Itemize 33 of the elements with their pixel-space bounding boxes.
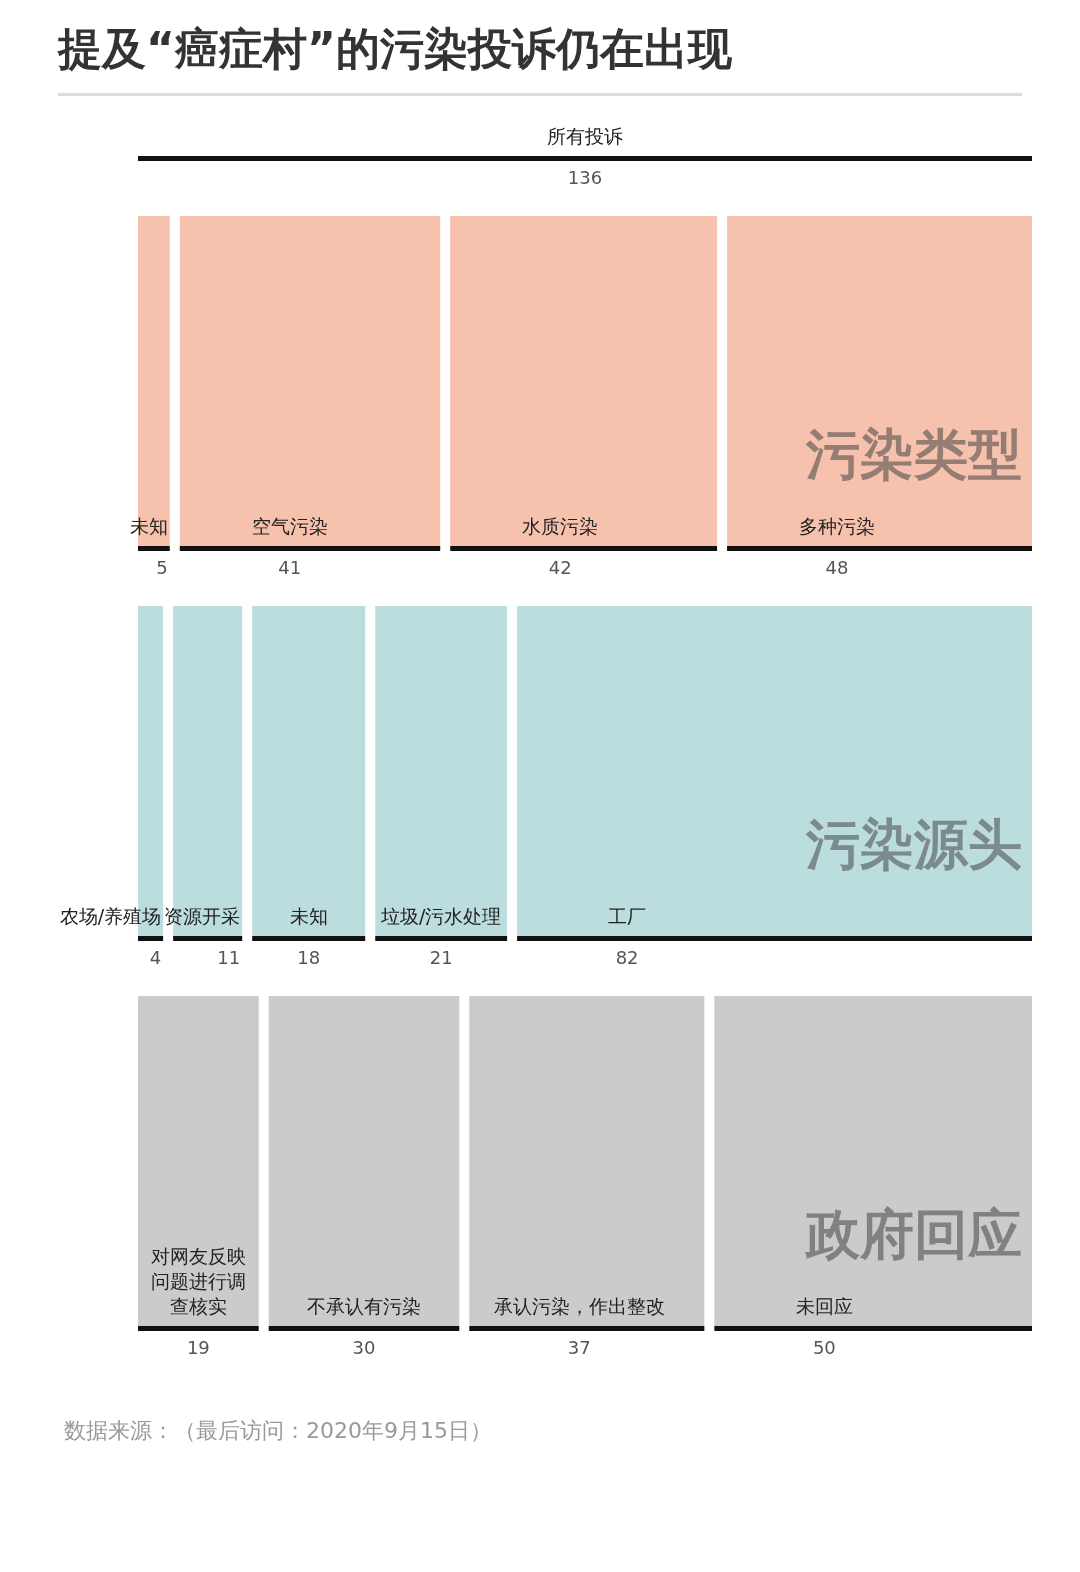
data-label: 82 [615,946,639,968]
data-label: 42 [548,556,572,578]
text: 政府回应 [804,1203,1022,1267]
category-label: 未知 [129,515,168,538]
category-label: 未回应 [795,1295,853,1318]
category-label: 资源开采 [164,905,241,928]
data-label: 50 [812,1336,836,1358]
data-label: 41 [278,556,302,578]
text: 提及“癌症村”的污染投诉仍在出现 [58,20,1022,96]
data-label: 5 [156,556,168,578]
category-label: 对网友反映问题进行调查核实 [150,1245,246,1318]
category-label: 农场/养殖场 [59,905,162,928]
data-label: 30 [352,1336,376,1358]
category-label: 工厂 [608,905,647,928]
category-label: 未知 [289,905,328,928]
data-label: 11 [217,946,241,968]
category-label: 多种污染 [799,515,876,538]
data-label: 37 [567,1336,591,1358]
category-label: 承认污染，作出整改 [493,1295,665,1318]
source-note: 数据来源：（最后访问：2020年9月15日） [64,1417,493,1445]
data-label: 4 [149,946,162,968]
category-label: 不承认有污染 [307,1295,421,1318]
data-label: 48 [825,556,849,578]
category-label: 水质污染 [522,515,599,538]
data-label: 19 [186,1336,210,1358]
category-label: 所有投诉 [547,125,623,148]
data-label: 18 [297,946,321,968]
category-label: 空气污染 [251,515,328,538]
text: 污染源头 [805,813,1022,877]
data-label: 136 [567,166,603,188]
text: 污染类型 [805,423,1022,487]
data-label: 21 [429,946,453,968]
category-label: 垃圾/污水处理 [379,905,502,928]
